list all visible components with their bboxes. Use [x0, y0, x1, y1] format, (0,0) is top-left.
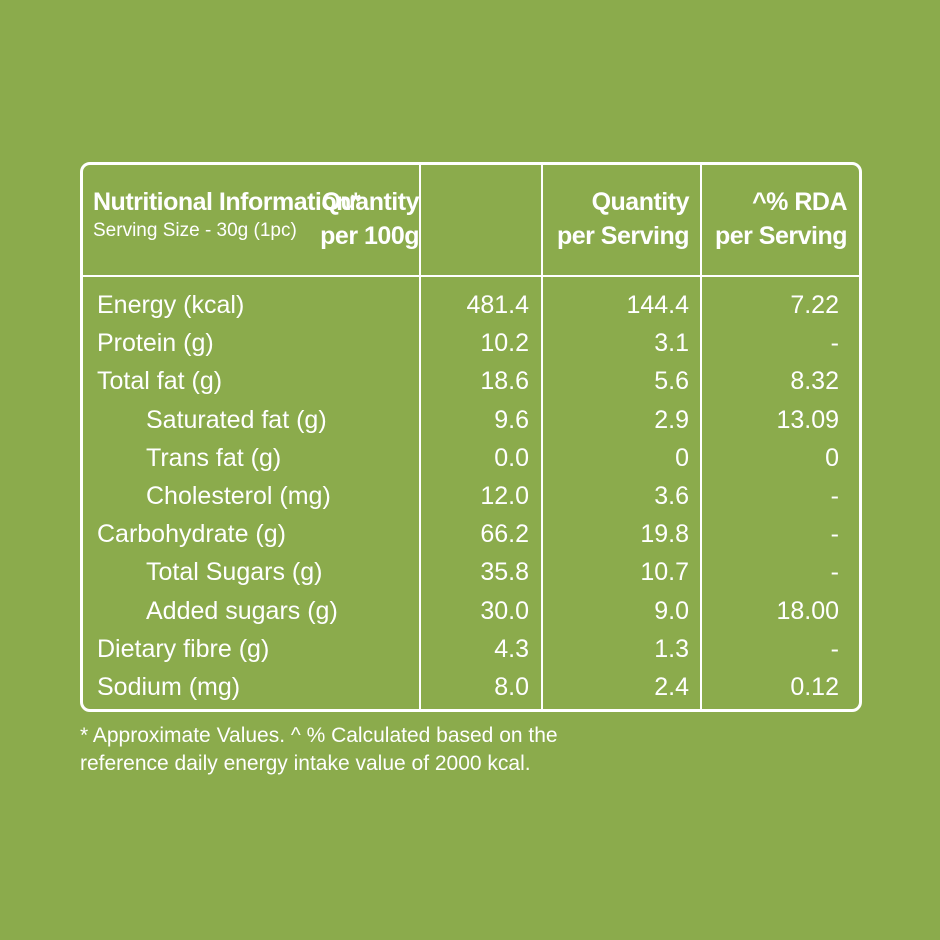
- value-rda: -: [830, 481, 839, 510]
- column-header-line: ^% RDA: [752, 188, 847, 216]
- value-per-100g: 481.4: [466, 291, 529, 319]
- value-per-serving: 19.8: [640, 520, 689, 549]
- nutrient-name: Dietary fibre (g): [97, 634, 270, 663]
- value-per-serving: 1.3: [654, 634, 689, 663]
- nutrient-name: Added sugars (g): [146, 596, 338, 625]
- column-divider: [419, 165, 421, 709]
- column-header-line: Quantity: [591, 188, 690, 216]
- nutrient-name: Total fat (g): [97, 367, 223, 396]
- column-header-line: Quantity: [321, 188, 420, 216]
- value-rda: 7.22: [790, 291, 839, 319]
- value-per-100g: 35.8: [480, 558, 529, 587]
- value-per-100g: 8.0: [494, 672, 529, 701]
- value-rda: -: [830, 329, 839, 358]
- value-rda: -: [830, 558, 839, 587]
- column-header-line: per 100g: [320, 222, 419, 250]
- table-body: Energy (kcal) 481.4 144.4 7.22 Protein (g) 10…: [83, 286, 859, 706]
- nutrient-name: Trans fat (g): [146, 443, 282, 472]
- value-per-serving: 10.7: [640, 558, 689, 587]
- column-header-line: per Serving: [714, 222, 848, 250]
- nutrient-name: Carbohydrate (g): [97, 520, 286, 549]
- table-row: Saturated fat (g) 9.6 2.9 13.09: [83, 401, 859, 439]
- value-per-serving: 0: [675, 443, 689, 472]
- serving-size: Serving Size - 30g (1pc): [93, 220, 297, 241]
- value-rda: 13.09: [776, 405, 839, 434]
- value-per-serving: 2.4: [654, 672, 689, 701]
- value-per-serving: 3.1: [654, 329, 689, 358]
- value-per-serving: 5.6: [654, 367, 689, 396]
- footnote: * Approximate Values. ^ % Calculated bas…: [80, 722, 558, 778]
- value-rda: -: [830, 634, 839, 663]
- value-rda: 18.00: [776, 596, 839, 625]
- value-per-100g: 30.0: [480, 596, 529, 625]
- value-per-100g: 4.3: [494, 634, 529, 663]
- table-row: Trans fat (g) 0.0 0 0: [83, 439, 859, 477]
- nutrient-name: Saturated fat (g): [146, 405, 327, 434]
- value-per-serving: 3.6: [654, 481, 689, 510]
- column-header-per-100g: Quantity per 100g: [320, 185, 419, 253]
- footnote-line: reference daily energy intake value of 2…: [80, 752, 531, 775]
- column-header-rda: ^% RDA per Serving: [714, 185, 848, 253]
- value-per-100g: 10.2: [480, 329, 529, 358]
- nutrient-name: Protein (g): [97, 329, 214, 358]
- column-header-line: per Serving: [556, 222, 690, 250]
- nutrient-name: Energy (kcal): [97, 291, 245, 319]
- table-row: Dietary fibre (g) 4.3 1.3 -: [83, 630, 859, 668]
- value-rda: 0.12: [790, 672, 839, 701]
- value-per-100g: 0.0: [494, 443, 529, 472]
- table-row: Energy (kcal) 481.4 144.4 7.22: [83, 286, 859, 324]
- table-row: Protein (g) 10.2 3.1 -: [83, 324, 859, 362]
- table-title: Nutritional Information*: [93, 188, 361, 216]
- value-rda: 8.32: [790, 367, 839, 396]
- column-divider: [541, 165, 543, 709]
- footnote-line: * Approximate Values. ^ % Calculated bas…: [80, 724, 558, 747]
- value-per-100g: 66.2: [480, 520, 529, 549]
- table-row: Sodium (mg) 8.0 2.4 0.12: [83, 668, 859, 706]
- table-row: Added sugars (g) 30.0 9.0 18.00: [83, 592, 859, 630]
- value-per-serving: 2.9: [654, 405, 689, 434]
- value-per-100g: 12.0: [480, 481, 529, 510]
- column-divider: [700, 165, 702, 709]
- nutrition-table: Nutritional Information* Serving Size - …: [80, 162, 862, 712]
- nutrient-name: Cholesterol (mg): [146, 481, 331, 510]
- value-per-serving: 9.0: [654, 596, 689, 625]
- nutrient-name: Sodium (mg): [97, 672, 241, 701]
- value-rda: 0: [825, 443, 839, 472]
- column-header-per-serving: Quantity per Serving: [556, 185, 690, 253]
- value-rda: -: [830, 520, 839, 549]
- value-per-100g: 9.6: [494, 405, 529, 434]
- header-divider: [83, 275, 859, 277]
- nutrient-name: Total Sugars (g): [146, 558, 323, 587]
- table-row: Cholesterol (mg) 12.0 3.6 -: [83, 477, 859, 515]
- table-row: Carbohydrate (g) 66.2 19.8 -: [83, 515, 859, 553]
- value-per-serving: 144.4: [626, 291, 689, 319]
- table-row: Total fat (g) 18.6 5.6 8.32: [83, 362, 859, 400]
- table-row: Total Sugars (g) 35.8 10.7 -: [83, 553, 859, 591]
- value-per-100g: 18.6: [480, 367, 529, 396]
